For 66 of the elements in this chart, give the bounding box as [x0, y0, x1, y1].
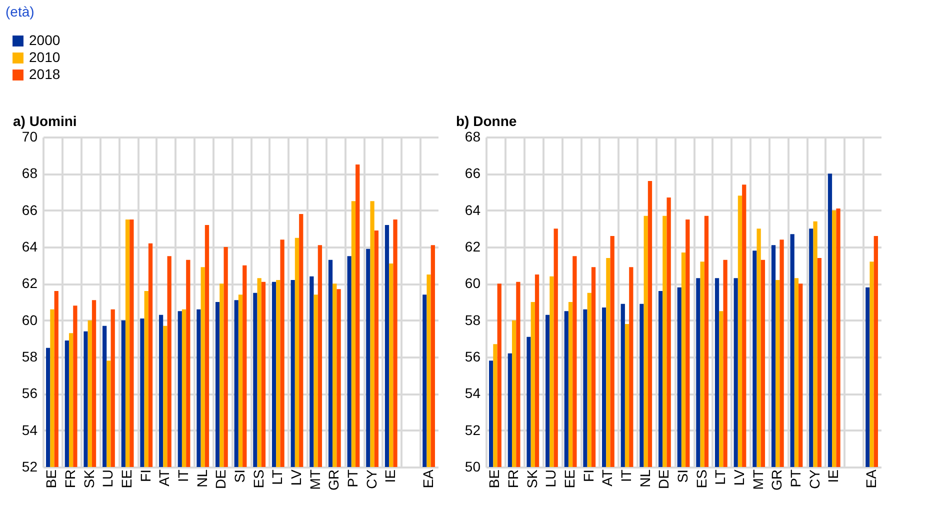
- legend-label: 2018: [29, 66, 60, 82]
- y-tick-label: 58: [464, 312, 481, 328]
- x-tick-label: MT: [306, 469, 323, 490]
- x-tick-label: PT: [787, 469, 804, 488]
- chart-title: b) Donne: [456, 113, 517, 129]
- x-tick-label: DE: [212, 470, 229, 489]
- x-tick-label: SK: [80, 468, 97, 488]
- y-tick-label: 68: [22, 165, 38, 182]
- x-tick-label: GR: [326, 470, 342, 490]
- x-tick-label: CY: [363, 468, 380, 489]
- x-tick-label: FR: [505, 470, 522, 488]
- x-tick-label: NL: [194, 469, 210, 488]
- y-tick-label: 70: [22, 128, 38, 144]
- x-tick-label: ES: [250, 470, 266, 488]
- x-tick-label: BE: [486, 470, 502, 488]
- y-tick-label: 54: [464, 385, 481, 402]
- y-tick-label: 58: [22, 348, 38, 364]
- x-tick-label: PT: [344, 469, 360, 488]
- x-tick-label: ES: [693, 470, 710, 488]
- x-tick-label: AT: [156, 469, 172, 486]
- x-tick-label: LU: [542, 470, 559, 488]
- x-tick-label: FR: [62, 470, 78, 488]
- y-tick-label: 62: [22, 275, 38, 292]
- x-tick-label: MT: [750, 469, 766, 490]
- x-tick-label: LV: [288, 468, 304, 486]
- x-tick-label: LU: [100, 470, 116, 488]
- x-tick-label: LV: [730, 468, 747, 486]
- y-tick-label: 60: [22, 312, 38, 328]
- legend-label: 2000: [29, 32, 60, 48]
- x-tick-label: CY: [806, 468, 822, 489]
- x-tick-label: DE: [656, 470, 672, 489]
- y-tick-label: 64: [464, 202, 481, 218]
- x-tick-label: LT: [712, 469, 728, 485]
- x-tick-label: EE: [562, 470, 578, 488]
- x-tick-label: IT: [618, 469, 634, 482]
- y-tick-label: 60: [464, 275, 481, 292]
- chart-title: a) Uomini: [13, 113, 77, 129]
- x-tick-label: IE: [825, 470, 842, 483]
- x-tick-label: IE: [382, 470, 398, 483]
- x-tick-label: BE: [43, 470, 60, 488]
- y-tick-label: 68: [464, 128, 481, 144]
- x-tick-label: SK: [524, 468, 540, 488]
- y-tick-label: 64: [22, 238, 38, 254]
- y-tick-label: 56: [464, 348, 481, 364]
- x-tick-label: EA: [862, 468, 879, 488]
- y-tick-label: 50: [464, 458, 481, 474]
- x-tick-label: AT: [599, 469, 616, 486]
- y-tick-label: 62: [464, 238, 481, 254]
- x-tick-label: LT: [269, 469, 286, 485]
- x-tick-label: EA: [420, 468, 436, 488]
- legend-label: 2010: [29, 49, 60, 65]
- y-tick-label: 66: [464, 165, 481, 182]
- y-tick-label: 54: [22, 422, 38, 438]
- x-tick-label: EE: [118, 470, 135, 488]
- x-tick-label: SI: [232, 470, 248, 483]
- y-tick-label: 52: [22, 458, 38, 474]
- y-tick-label: 52: [464, 422, 481, 438]
- y-tick-label: 66: [22, 202, 38, 218]
- x-tick-label: IT: [175, 469, 192, 482]
- x-tick-label: GR: [768, 470, 785, 490]
- y-axis-title: (età): [6, 4, 34, 20]
- x-tick-label: SI: [674, 470, 690, 483]
- x-tick-label: FI: [580, 470, 596, 482]
- y-tick-label: 56: [22, 385, 38, 402]
- x-tick-label: NL: [636, 469, 653, 488]
- x-tick-label: FI: [137, 470, 154, 482]
